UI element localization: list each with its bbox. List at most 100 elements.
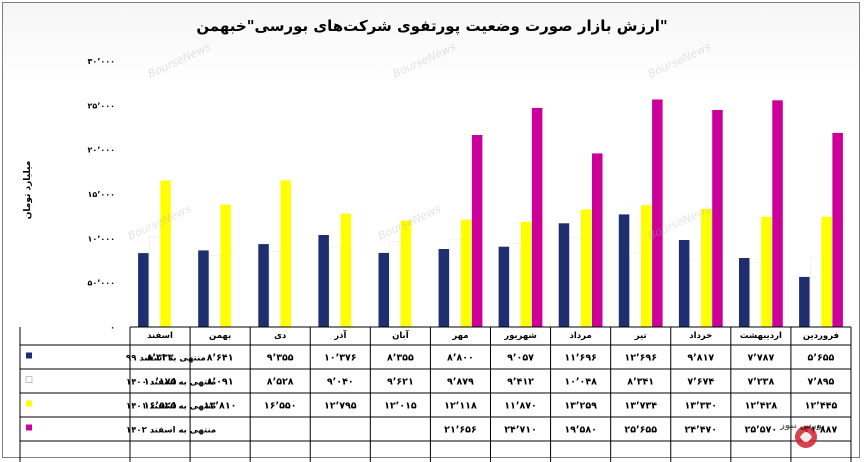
data-label: ۱۰٬۳۷۶ (324, 353, 357, 364)
bar-1-3 (629, 252, 641, 328)
bar-2-5 (520, 221, 532, 327)
watermark-text: BourseNews (146, 40, 213, 81)
bar-1-10 (209, 255, 221, 328)
bar-2-4 (580, 209, 592, 327)
watermark-text: BourseNews (391, 40, 458, 81)
bar-0-5 (498, 246, 510, 327)
bar-0-0 (799, 276, 810, 327)
category-label: اردیبهشت (740, 331, 782, 341)
data-label: ۷٬۷۸۷ (747, 353, 774, 364)
category-label: بهمن (209, 331, 231, 341)
data-label: ۱۲٬۶۹۶ (624, 353, 657, 364)
bar-3-3 (652, 99, 663, 327)
category-label: مرداد (570, 331, 592, 341)
category-label: فروردین (803, 331, 839, 341)
bar-1-4 (569, 237, 581, 328)
data-label: ۱۳٬۳۳۰ (684, 401, 717, 412)
category-label: اسفند (147, 331, 173, 341)
bar-2-9 (280, 180, 291, 327)
data-label: ۷٬۶۷۴ (687, 377, 714, 388)
data-label: ۱۱٬۸۷۰ (504, 401, 537, 412)
data-label: ۱۲٬۴۲۸ (745, 401, 778, 412)
bar-3-6 (471, 135, 483, 327)
y-tick-label: ۳۰٬۰۰۰ (88, 57, 115, 66)
data-label: ۱۶٬۵۵۰ (264, 401, 297, 412)
bar-3-2 (712, 110, 723, 327)
bar-2-1 (761, 216, 772, 327)
data-label: ۸٬۰۹۱ (207, 377, 234, 388)
data-label: ۸٬۶۴۱ (207, 353, 234, 364)
bar-1-9 (269, 251, 281, 328)
y-tick-label: ۱۰٬۰۰۰ (88, 234, 115, 243)
bar-3-5 (531, 107, 543, 328)
data-label: ۱۱٬۶۹۶ (564, 353, 597, 364)
bar-1-8 (329, 246, 341, 328)
category-label: آبان (392, 329, 410, 341)
bar-1-7 (389, 241, 401, 328)
data-label: ۹٬۸۱۷ (687, 353, 714, 364)
category-label: شهریور (503, 331, 537, 341)
bar-0-1 (739, 258, 750, 327)
category-label: تیر (634, 331, 647, 341)
data-label: ۹٬۳۵۵ (267, 353, 294, 364)
data-label: ۷٬۲۳۸ (747, 377, 774, 388)
bar-3-1 (772, 100, 783, 327)
data-table: فروردین اردیبهشت خرداد تیر مرداد شهریور مهر آبا… (19, 326, 852, 462)
bar-1-1 (749, 262, 761, 328)
data-label: ۱۶٬۵۲۵ (144, 401, 177, 412)
data-label: ۹٬۴۱۲ (507, 377, 534, 388)
y-tick-label: ۱۵٬۰۰۰ (88, 190, 115, 199)
category-label: دی (274, 331, 287, 341)
data-label: ۷٬۸۹۵ (808, 377, 835, 388)
bar-2-11 (160, 180, 171, 327)
data-label: ۲۴٬۷۱۰ (504, 425, 537, 436)
data-label: ۸٬۳۵۵ (387, 353, 414, 364)
bar-0-4 (558, 223, 570, 327)
data-label: ۹٬۸۷۹ (447, 377, 474, 388)
data-label: ۱۲٬۱۱۸ (444, 401, 477, 412)
legend-swatch (26, 400, 32, 407)
data-label: ۲۱٬۸۸۷ (805, 425, 838, 436)
bar-0-8 (318, 235, 329, 327)
y-tick-label: ۲۰٬۰۰۰ (88, 146, 115, 155)
bar-0-9 (258, 244, 269, 327)
logo-icon: بورس نیوز (779, 421, 825, 448)
data-label: ۵٬۶۵۵ (808, 353, 835, 364)
logo-icon (800, 432, 812, 442)
bar-0-2 (678, 240, 690, 327)
bar-0-7 (378, 252, 389, 327)
legend-swatch (26, 424, 32, 431)
bar-1-5 (509, 243, 521, 328)
bar-2-2 (701, 208, 712, 327)
watermark-text: BourseNews (646, 40, 713, 81)
bars-layer (138, 99, 843, 328)
logo-text: بورس نیوز (779, 421, 825, 431)
data-label: ۸٬۳۳۳ (147, 353, 174, 364)
data-label: ۱۹٬۵۸۰ (564, 425, 597, 436)
legend-swatch (26, 352, 32, 359)
grid-layer: ۰ ۵۰٬۰۰۰ ۱۰٬۰۰۰ ۱۵٬۰۰۰ ۲۰٬۰۰۰ ۲۵٬۰۰۰ ۳۰٬۰۰۰ (88, 57, 115, 332)
data-label: ۱۰٬۱۷۵ (144, 377, 177, 388)
bar-2-3 (641, 205, 652, 327)
y-tick-label: ۰ (110, 323, 115, 332)
data-label: ۱۲٬۷۹۵ (324, 401, 357, 412)
data-label: ۸٬۸۰۰ (447, 353, 474, 364)
data-label: ۱۲٬۴۴۵ (805, 401, 838, 412)
bar-1-11 (148, 236, 160, 328)
data-label: ۲۵٬۶۵۵ (624, 425, 657, 436)
bar-2-0 (821, 216, 832, 327)
bar-2-8 (340, 213, 352, 327)
bar-3-0 (832, 132, 843, 327)
y-tick-label: ۲۵٬۰۰۰ (88, 101, 115, 110)
bar-2-6 (460, 219, 472, 327)
bar-0-6 (438, 249, 450, 327)
data-label: ۹٬۰۴۰ (327, 377, 354, 388)
category-label: خرداد (689, 331, 712, 341)
data-label: ۹٬۰۵۷ (507, 353, 534, 364)
bar-1-2 (689, 258, 701, 328)
legend-label: منتهی به اسفند ۱۴۰۲ (126, 426, 216, 436)
data-label: ۸٬۳۴۱ (627, 377, 654, 388)
bar-3-4 (592, 153, 603, 327)
legend-label: منتهی به اسفند ۱۴۰۱ (126, 402, 216, 412)
